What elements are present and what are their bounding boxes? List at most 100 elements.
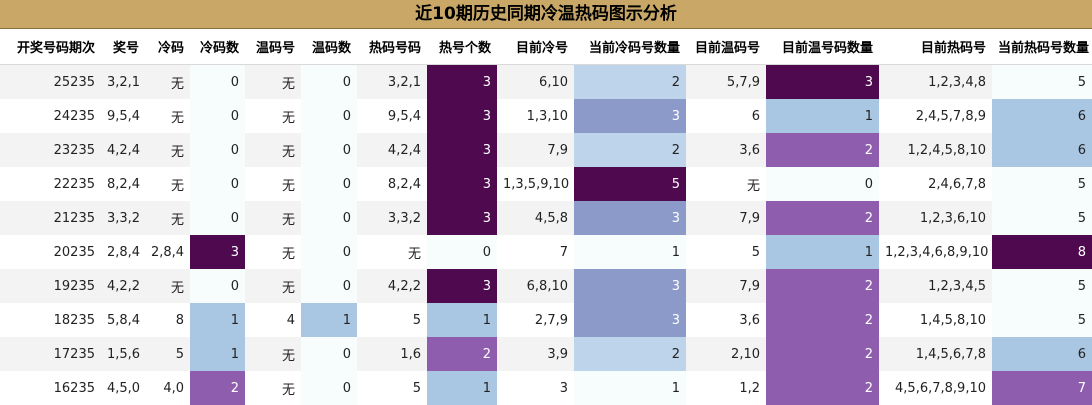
cell-hot-count: 3 — [427, 269, 497, 303]
cell-current-cold-count: 2 — [574, 64, 686, 99]
cell-hot: 1,6 — [357, 337, 427, 371]
cell-current-cold-count: 2 — [574, 133, 686, 167]
table-row: 21235 3,3,2 无 0 无 0 3,3,2 3 4,5,8 3 7,9 2 1,2,3,6,10… — [0, 201, 1092, 235]
cell-current-warm-count: 2 — [766, 201, 879, 235]
cell-issue: 23235 — [0, 133, 101, 167]
col-header-warm-count: 温码数 — [301, 29, 357, 65]
cell-warm-count: 0 — [301, 133, 357, 167]
col-header-current-warm-count: 目前温号码数量 — [766, 29, 879, 65]
cell-current-hot-count: 8 — [992, 235, 1092, 269]
cell-current-warm-count: 2 — [766, 337, 879, 371]
cell-issue: 21235 — [0, 201, 101, 235]
cell-current-cold: 3 — [497, 371, 574, 405]
cell-current-cold: 7,9 — [497, 133, 574, 167]
cell-current-cold: 1,3,10 — [497, 99, 574, 133]
table-row: 16235 4,5,0 4,0 2 无 0 5 1 3 1 1,2 2 4,5,6,7,8,9,10 7 — [0, 371, 1092, 405]
cell-current-warm: 无 — [686, 167, 766, 201]
cell-warm: 无 — [245, 235, 301, 269]
cell-warm-count: 0 — [301, 167, 357, 201]
cell-current-warm-count: 2 — [766, 371, 879, 405]
cell-current-hot-count: 5 — [992, 64, 1092, 99]
table-row: 18235 5,8,4 8 1 4 1 5 1 2,7,9 3 3,6 2 1,4,5,8,10 5 — [0, 303, 1092, 337]
cell-warm-count: 0 — [301, 235, 357, 269]
cell-issue: 22235 — [0, 167, 101, 201]
cell-current-warm-count: 2 — [766, 269, 879, 303]
cell-warm: 无 — [245, 133, 301, 167]
col-header-current-hot: 目前热码号 — [879, 29, 992, 65]
cell-current-hot: 1,2,3,4,5 — [879, 269, 992, 303]
cell-current-cold-count: 1 — [574, 235, 686, 269]
cell-warm-count: 0 — [301, 201, 357, 235]
cell-cold-count: 3 — [190, 235, 245, 269]
cell-warm: 无 — [245, 201, 301, 235]
table-title: 近10期历史同期冷温热码图示分析 — [0, 0, 1092, 29]
cell-current-warm-count: 0 — [766, 167, 879, 201]
cell-hot-count: 2 — [427, 337, 497, 371]
cell-current-warm: 7,9 — [686, 201, 766, 235]
cell-current-warm: 5 — [686, 235, 766, 269]
cell-current-cold: 2,7,9 — [497, 303, 574, 337]
cell-current-cold: 4,5,8 — [497, 201, 574, 235]
cell-hot: 5 — [357, 303, 427, 337]
cell-current-warm: 7,9 — [686, 269, 766, 303]
cell-hot: 3,3,2 — [357, 201, 427, 235]
col-header-current-cold-count: 当前冷码号数量 — [574, 29, 686, 65]
col-header-current-warm: 目前温码号 — [686, 29, 766, 65]
cell-cold: 无 — [145, 99, 190, 133]
cell-cold: 5 — [145, 337, 190, 371]
cell-cold: 4,0 — [145, 371, 190, 405]
cell-hot: 3,2,1 — [357, 64, 427, 99]
cell-warm-count: 0 — [301, 64, 357, 99]
cell-current-hot-count: 6 — [992, 133, 1092, 167]
cell-current-cold-count: 5 — [574, 167, 686, 201]
cell-current-warm: 6 — [686, 99, 766, 133]
cell-current-hot: 1,4,5,6,7,8 — [879, 337, 992, 371]
cell-cold: 无 — [145, 133, 190, 167]
cell-hot: 无 — [357, 235, 427, 269]
cell-issue: 18235 — [0, 303, 101, 337]
header-row: 开奖号码期次 奖号 冷码 冷码数 温码号 温码数 热码号码 热号个数 目前冷号 … — [0, 29, 1092, 65]
cell-hot-count: 3 — [427, 99, 497, 133]
cell-hot-count: 3 — [427, 64, 497, 99]
cell-warm-count: 0 — [301, 371, 357, 405]
col-header-hot-count: 热号个数 — [427, 29, 497, 65]
cell-current-cold-count: 1 — [574, 371, 686, 405]
cell-issue: 25235 — [0, 64, 101, 99]
cell-current-warm: 1,2 — [686, 371, 766, 405]
cell-current-hot-count: 5 — [992, 303, 1092, 337]
cell-cold: 8 — [145, 303, 190, 337]
cell-current-warm: 2,10 — [686, 337, 766, 371]
col-header-current-hot-count: 当前热码号数量 — [992, 29, 1092, 65]
cell-warm-count: 1 — [301, 303, 357, 337]
cell-cold: 无 — [145, 269, 190, 303]
cell-issue: 16235 — [0, 371, 101, 405]
cell-draw: 9,5,4 — [101, 99, 145, 133]
cell-draw: 4,2,2 — [101, 269, 145, 303]
cell-current-cold: 3,9 — [497, 337, 574, 371]
cell-current-warm: 3,6 — [686, 303, 766, 337]
cell-draw: 3,2,1 — [101, 64, 145, 99]
cell-current-hot-count: 5 — [992, 167, 1092, 201]
cell-current-cold: 6,10 — [497, 64, 574, 99]
cell-current-cold: 1,3,5,9,10 — [497, 167, 574, 201]
cell-cold-count: 0 — [190, 167, 245, 201]
cell-issue: 24235 — [0, 99, 101, 133]
cell-current-warm: 3,6 — [686, 133, 766, 167]
cell-current-cold-count: 3 — [574, 201, 686, 235]
cell-hot: 8,2,4 — [357, 167, 427, 201]
cell-draw: 1,5,6 — [101, 337, 145, 371]
cell-current-warm-count: 2 — [766, 133, 879, 167]
cell-current-hot: 4,5,6,7,8,9,10 — [879, 371, 992, 405]
cell-hot: 9,5,4 — [357, 99, 427, 133]
cell-current-hot-count: 6 — [992, 99, 1092, 133]
cell-warm: 无 — [245, 167, 301, 201]
cell-cold: 无 — [145, 167, 190, 201]
cell-cold-count: 2 — [190, 371, 245, 405]
cell-cold-count: 0 — [190, 201, 245, 235]
cell-hot-count: 0 — [427, 235, 497, 269]
cell-current-warm-count: 1 — [766, 99, 879, 133]
cell-hot-count: 3 — [427, 201, 497, 235]
cell-issue: 17235 — [0, 337, 101, 371]
cell-warm: 无 — [245, 99, 301, 133]
cell-current-cold: 6,8,10 — [497, 269, 574, 303]
